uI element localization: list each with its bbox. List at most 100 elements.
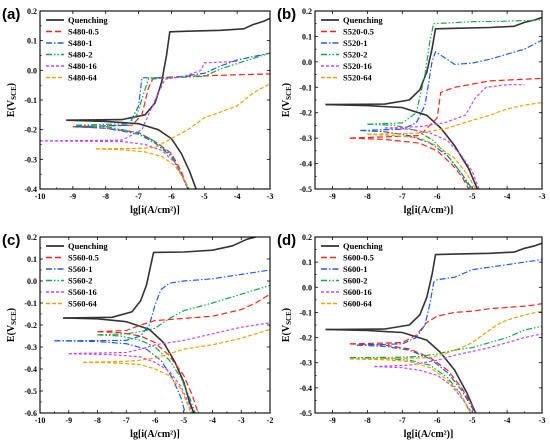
y-axis-label: E(VSCE) [6,308,18,342]
legend-entry: S480-0.5 [68,27,99,37]
x-tick-label: -7 [399,192,406,201]
y-tick-label: -0.2 [299,334,312,343]
x-axis-label: lg[i(A/cm²)] [404,429,454,440]
y-tick-label: 0.2 [27,233,37,242]
series-line-s560-1-cathodic [54,340,186,413]
series-line-s560-0-5-cathodic [97,331,199,413]
y-tick-label: 0.1 [27,255,37,264]
series-line-s560-16-cathodic [68,353,193,413]
x-tick-label: -5 [180,416,187,425]
y-tick-label: -0.4 [24,365,37,374]
panel-label: (b) [277,6,296,23]
series-line-s560-16-anodic [68,322,270,355]
series-line-s600-1-anodic [356,259,542,346]
x-tick-label: -7 [135,192,142,201]
y-axis-label: E(VSCE) [281,83,293,117]
series-line-s520-2-anodic [367,19,542,125]
legend-entry: S560-2 [68,276,93,286]
y-tick-label: 0.1 [302,258,312,267]
y-axis-label-close: ) [281,308,292,311]
series-line-s560-64-anodic [83,328,270,363]
y-axis-label-main: E(V [6,324,17,342]
legend-entry: S480-16 [68,61,97,71]
x-tick-label: -6 [152,416,159,425]
y-axis-label-close: ) [6,308,17,311]
x-tick-label: -10 [35,192,46,201]
series-line-s520-16-cathodic [384,127,480,189]
y-tick-label: 0.0 [27,277,37,286]
series-group [325,16,542,189]
legend-entry: S600-2 [343,276,368,286]
series-line-s520-2-cathodic [367,123,471,189]
x-axis-label: lg[i(A/cm²)] [130,205,180,216]
series-line-quenching-anodic [325,16,542,106]
chart-panel-3: -10 -9 -8 -7 -6 -5 -4 -3 -2 -0.6 -0.5 -0.4 -0.3 -0.2 -… [2,232,273,440]
y-axis-label-main: E(V [6,99,17,117]
series-line-s600-1-cathodic [356,344,477,413]
legend-entry: S600-16 [343,287,372,297]
y-tick-label: -0.5 [299,185,312,194]
legend-entry: S480-2 [68,50,93,60]
x-tick-label: -7 [399,416,406,425]
legend-entry: Quenching [343,241,383,251]
x-tick-label: -2 [267,416,274,425]
y-axis-label: E(VSCE) [6,83,18,117]
legend-entry: S560-64 [68,299,98,309]
y-axis-label-subscript: SCE [285,311,293,325]
x-tick-label: -5 [469,192,476,201]
y-axis-label: E(VSCE) [281,308,293,342]
x-tick-label: -8 [94,416,101,425]
legend-entry: S520-1 [343,38,368,48]
y-tick-label: 0.2 [302,7,312,16]
chart-panel-4: -9 -8 -7 -6 -5 -4 -3 -0.5 -0.4 -0.3 -0.2 -0.1 0.0 0.1… [277,232,545,440]
x-tick-label: -3 [539,192,546,201]
series-line-s480-1-anodic [76,52,270,128]
series-line-s600-0-5-anodic [349,303,542,345]
y-axis-label-main: E(V [281,99,292,117]
legend-entry: S520-64 [343,73,373,83]
legend-entry: S560-0.5 [68,253,99,263]
series-line-s480-0-5-anodic [72,73,270,128]
series-line-s480-64-cathodic [95,148,191,189]
y-tick-label: -0.5 [299,409,312,418]
panel-label: (a) [2,6,20,23]
y-tick-label: -0.1 [299,83,312,92]
x-tick-label: -4 [504,416,511,425]
y-tick-label: 0.0 [302,58,312,67]
legend-entry: S600-0.5 [343,253,374,263]
chart-panel-2: -9 -8 -7 -6 -5 -4 -3 -0.5 -0.4 -0.3 -0.2 -0.1 0.0 0.1… [277,6,545,216]
legend-entry: Quenching [343,15,383,25]
y-axis-label-close: ) [6,83,17,86]
series-line-s600-16-anodic [374,333,542,368]
legend-entry: S520-0.5 [343,27,374,37]
x-tick-label: -6 [434,192,441,201]
series-line-s600-2-anodic [349,325,542,359]
x-tick-label: -7 [123,416,130,425]
x-tick-label: -9 [65,416,72,425]
series-line-s480-16-anodic [40,60,238,142]
y-tick-label: -0.4 [299,160,312,169]
x-tick-label: -8 [102,192,109,201]
y-tick-label: -0.6 [24,409,37,418]
y-tick-label: 0.2 [27,7,37,16]
y-tick-label: -0.1 [299,308,312,317]
y-axis-label-subscript: SCE [285,86,293,100]
series-line-s520-0-5-cathodic [349,137,470,189]
series-line-s480-0-5-cathodic [72,126,189,189]
y-tick-label: 0.1 [27,37,37,46]
series-line-s520-64-anodic [367,101,542,135]
x-tick-label: -9 [329,416,336,425]
series-line-quenching-anodic [325,242,542,331]
legend-entry: S520-16 [343,61,372,71]
y-tick-label: 0.0 [27,66,37,75]
x-axis-label: lg[i(A/cm²)] [404,205,454,216]
y-tick-label: -0.3 [299,359,312,368]
legend-entry: Quenching [68,15,108,25]
x-tick-label: -3 [539,416,546,425]
legend-entry: Quenching [68,241,108,251]
series-line-s520-64-cathodic [367,133,477,189]
series-group [54,237,270,413]
legend-entry: S480-1 [68,38,93,48]
y-axis-label-subscript: SCE [10,311,18,325]
